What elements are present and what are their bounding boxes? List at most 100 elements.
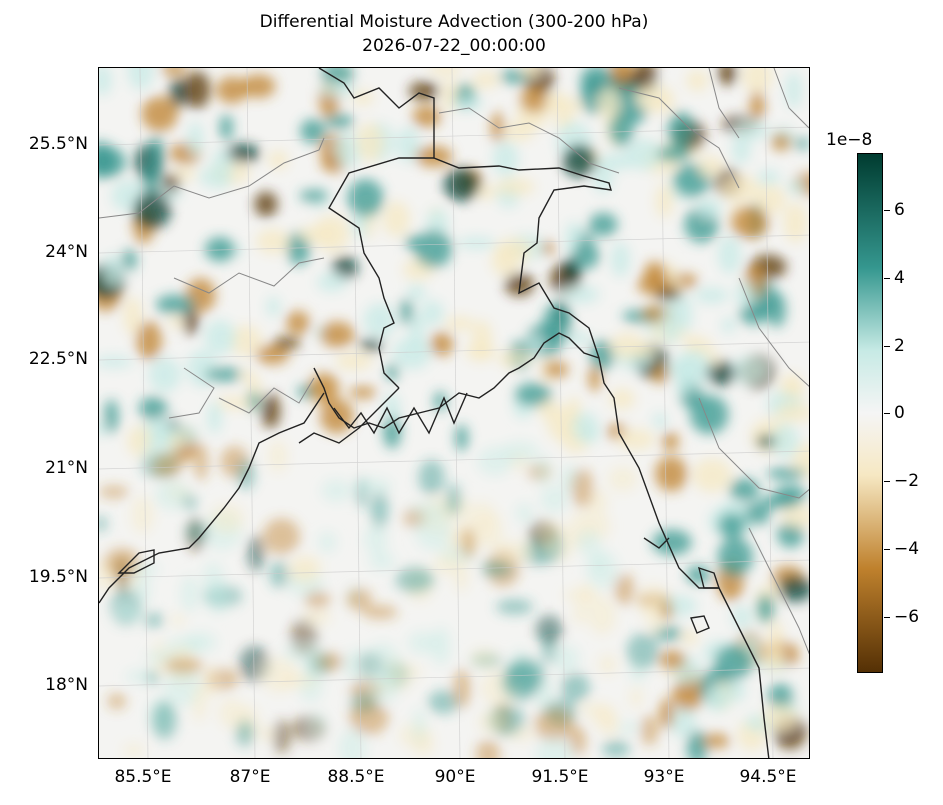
field-blob bbox=[589, 212, 618, 237]
field-blob bbox=[560, 285, 600, 304]
field-blob bbox=[655, 456, 688, 492]
field-blob bbox=[123, 296, 143, 336]
field-blob bbox=[494, 540, 535, 564]
field-blob bbox=[144, 612, 164, 628]
field-blob bbox=[696, 198, 722, 219]
field-blob bbox=[717, 68, 738, 86]
field-blob bbox=[675, 357, 695, 397]
field-blob bbox=[99, 355, 134, 368]
field-blob bbox=[602, 739, 630, 758]
field-blob bbox=[427, 68, 462, 76]
field-blob bbox=[471, 319, 493, 358]
field-blob bbox=[256, 228, 290, 254]
field-blob bbox=[183, 71, 211, 109]
field-blob bbox=[160, 68, 188, 76]
field-blob bbox=[263, 518, 300, 555]
field-blob bbox=[388, 663, 422, 681]
field-blob bbox=[186, 522, 207, 542]
field-blob bbox=[562, 144, 597, 178]
field-blob bbox=[616, 80, 640, 106]
field-blob bbox=[412, 105, 442, 128]
field-blob bbox=[383, 413, 401, 449]
field-blob bbox=[272, 720, 292, 754]
field-blob bbox=[261, 393, 281, 429]
field-blob bbox=[219, 114, 233, 141]
field-blob bbox=[662, 432, 679, 451]
field-blob bbox=[625, 138, 662, 170]
field-blob bbox=[476, 185, 497, 200]
field-blob bbox=[122, 743, 145, 757]
field-blob bbox=[778, 576, 809, 602]
field-blob bbox=[689, 394, 729, 435]
field-blob bbox=[171, 613, 185, 627]
field-blob bbox=[256, 344, 290, 365]
field-blob bbox=[607, 466, 638, 492]
lat-label: 24°N bbox=[45, 242, 88, 262]
field-blob bbox=[152, 701, 177, 740]
field-blob bbox=[316, 272, 347, 292]
field-blob bbox=[749, 90, 765, 121]
field-blob bbox=[742, 68, 773, 94]
field-blob bbox=[239, 369, 255, 382]
field-blob bbox=[706, 360, 737, 386]
field-blob bbox=[686, 69, 709, 92]
field-blob bbox=[349, 386, 377, 399]
field-blob bbox=[359, 338, 384, 352]
field-blob bbox=[182, 494, 197, 511]
field-blob bbox=[480, 561, 513, 577]
field-blob bbox=[609, 111, 634, 147]
field-blob bbox=[430, 332, 454, 357]
field-blob bbox=[335, 352, 373, 371]
field-blob bbox=[614, 573, 635, 606]
field-blob bbox=[702, 733, 730, 749]
field-blob bbox=[395, 567, 434, 593]
field-blob bbox=[640, 715, 659, 746]
field-blob bbox=[362, 605, 398, 619]
field-blob bbox=[332, 256, 358, 279]
map-panel[interactable] bbox=[98, 67, 810, 759]
field-blob bbox=[731, 356, 769, 385]
field-blob bbox=[99, 516, 108, 532]
field-blob bbox=[99, 141, 115, 179]
field-blob bbox=[609, 388, 636, 410]
field-blob bbox=[694, 287, 729, 304]
field-blob bbox=[650, 363, 670, 384]
field-blob bbox=[241, 74, 276, 98]
field-blob bbox=[102, 253, 124, 288]
field-blob bbox=[672, 679, 704, 711]
field-blob bbox=[283, 644, 307, 662]
field-blob bbox=[261, 657, 298, 693]
field-blob bbox=[383, 201, 410, 237]
colorbar-tick bbox=[884, 549, 890, 550]
field-blob bbox=[414, 230, 453, 268]
field-blob bbox=[731, 135, 751, 164]
field-blob bbox=[764, 638, 784, 672]
field-blob bbox=[744, 502, 771, 525]
field-blob bbox=[446, 483, 462, 516]
field-blob bbox=[720, 174, 760, 203]
field-blob bbox=[452, 96, 484, 111]
field-blob bbox=[355, 477, 393, 495]
field-blob bbox=[204, 237, 236, 262]
field-blob bbox=[610, 68, 634, 85]
colorbar-label: −4 bbox=[894, 539, 920, 559]
field-blob bbox=[660, 604, 673, 619]
lon-label: 93°E bbox=[643, 767, 685, 787]
field-blob bbox=[320, 398, 354, 434]
field-blob bbox=[593, 162, 613, 194]
colorbar-label: 2 bbox=[894, 336, 905, 356]
colorbar-tick bbox=[884, 617, 890, 618]
field-blob bbox=[515, 382, 552, 407]
field-blob bbox=[202, 664, 220, 698]
field-blob bbox=[349, 701, 389, 735]
colorbar-label: 0 bbox=[894, 403, 905, 423]
colorbar bbox=[857, 153, 883, 673]
field-blob bbox=[681, 630, 698, 645]
field-blob bbox=[141, 96, 178, 132]
field-blob bbox=[229, 325, 263, 357]
field-blob bbox=[325, 114, 354, 129]
lat-label: 21°N bbox=[45, 458, 88, 478]
advection-field bbox=[99, 68, 809, 758]
lon-label: 87°E bbox=[229, 767, 271, 787]
